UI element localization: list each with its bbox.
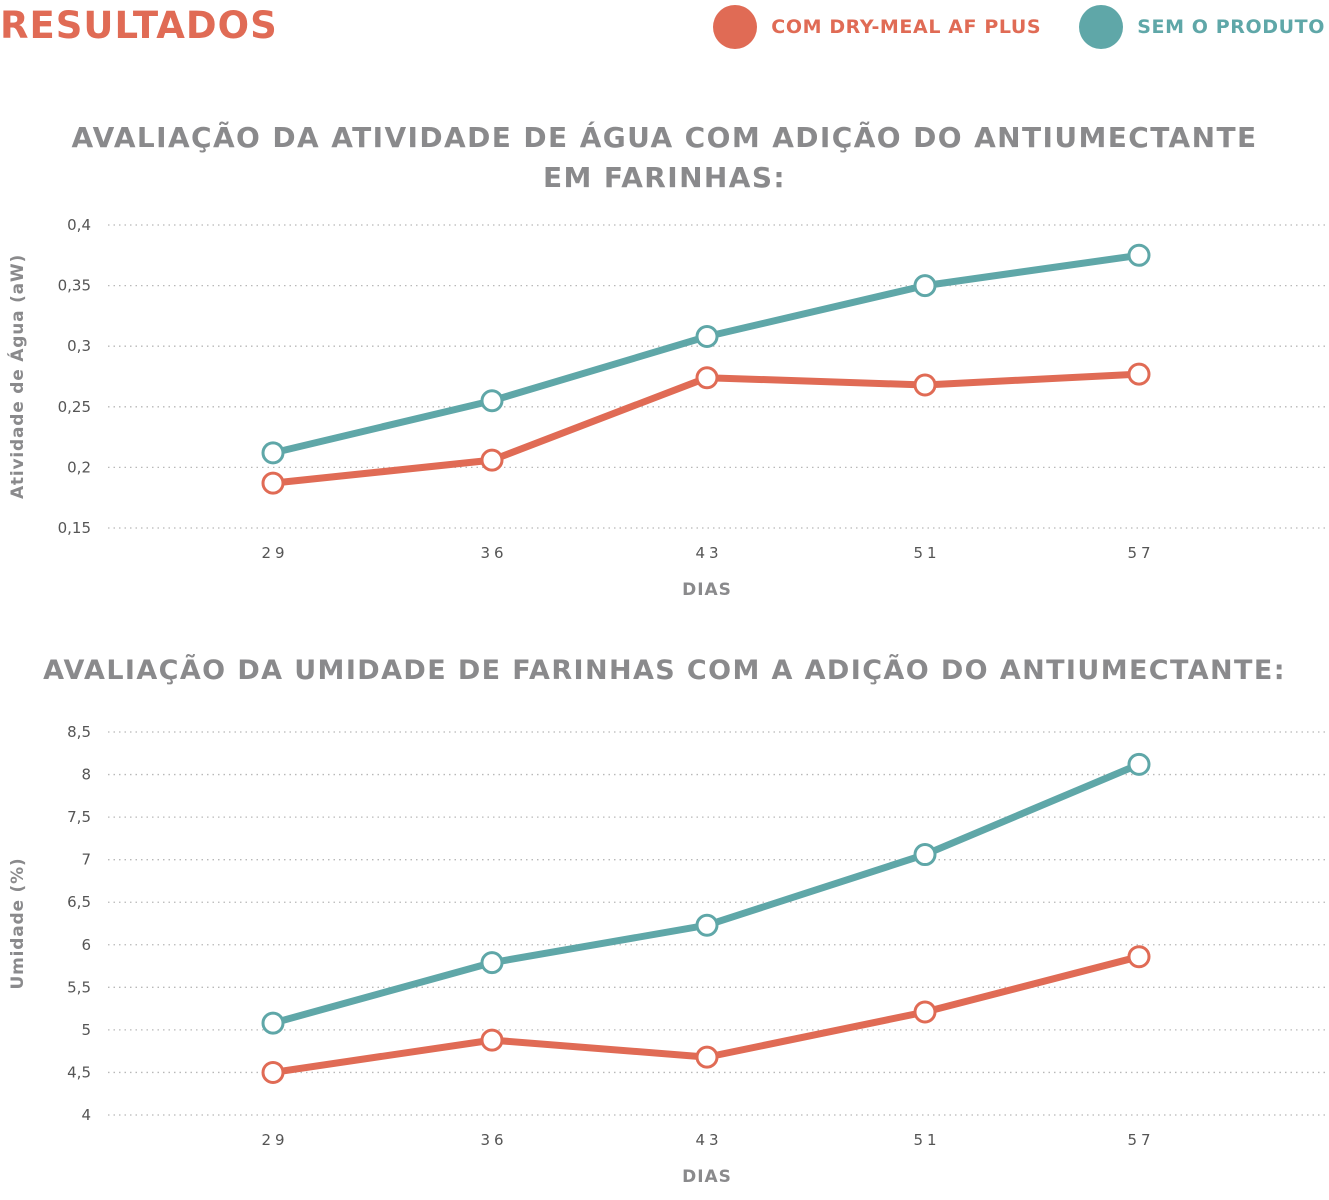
data-point-sem bbox=[1127, 243, 1151, 267]
chart-2-moisture: 4 4,5 5 5,5 6 6,5 7 7,5 8 8,5 29 36 43 51 57 DIAS Umidad… bbox=[8, 723, 1326, 1187]
data-point-com bbox=[913, 1000, 937, 1024]
data-point-sem bbox=[913, 274, 937, 298]
y-tick-label: 8 bbox=[81, 766, 91, 784]
y-tick-label: 0,3 bbox=[67, 337, 91, 355]
data-point-sem bbox=[480, 389, 504, 413]
y-tick-label: 0,25 bbox=[58, 398, 91, 416]
y-axis-title: Atividade de Água (aW) bbox=[6, 254, 28, 499]
data-point-sem bbox=[695, 913, 719, 937]
data-point-sem bbox=[695, 325, 719, 349]
x-axis-title: DIAS bbox=[682, 580, 732, 600]
data-point-com bbox=[1127, 945, 1151, 969]
legend: COM DRY-MEAL AF PLUS SEM O PRODUTO bbox=[675, 5, 1325, 49]
legend-swatch-com bbox=[713, 5, 758, 49]
y-tick-label: 0,15 bbox=[58, 519, 91, 537]
data-point-com bbox=[261, 471, 285, 495]
chart-2-title: AVALIAÇÃO DA UMIDADE DE FARINHAS COM A A… bbox=[0, 651, 1329, 691]
y-tick-label: 7,5 bbox=[67, 808, 91, 826]
series-line-sem bbox=[269, 251, 1143, 457]
x-tick-label: 57 bbox=[1127, 544, 1154, 562]
data-point-sem bbox=[913, 843, 937, 867]
legend-item-com: COM DRY-MEAL AF PLUS bbox=[713, 5, 1041, 49]
data-point-com bbox=[695, 1045, 719, 1069]
x-tick-label: 36 bbox=[480, 544, 507, 562]
legend-item-sem: SEM O PRODUTO bbox=[1079, 5, 1325, 49]
y-tick-label: 8,5 bbox=[67, 723, 91, 741]
data-point-sem bbox=[480, 951, 504, 975]
x-tick-label: 29 bbox=[261, 1131, 288, 1149]
y-tick-label: 6 bbox=[81, 936, 91, 954]
y-tick-label: 4,5 bbox=[67, 1063, 91, 1081]
chart-1-title-line-1: AVALIAÇÃO DA ATIVIDADE DE ÁGUA COM ADIÇÃ… bbox=[71, 121, 1258, 154]
data-point-com bbox=[261, 1060, 285, 1084]
chart-1-title-line-2: EM FARINHAS: bbox=[542, 161, 786, 194]
data-point-com bbox=[695, 366, 719, 390]
legend-label-sem: SEM O PRODUTO bbox=[1137, 16, 1325, 38]
y-tick-label: 6,5 bbox=[67, 893, 91, 911]
x-tick-label: 29 bbox=[261, 544, 288, 562]
y-tick-label: 0,4 bbox=[67, 216, 91, 234]
series-line-com bbox=[269, 370, 1143, 487]
x-tick-label: 51 bbox=[913, 544, 940, 562]
chart-1-title: AVALIAÇÃO DA ATIVIDADE DE ÁGUA COM ADIÇÃ… bbox=[0, 118, 1329, 198]
y-axis-title: Umidade (%) bbox=[8, 858, 28, 990]
data-point-sem bbox=[1127, 752, 1151, 776]
x-tick-label: 57 bbox=[1127, 1131, 1154, 1149]
series-line-sem bbox=[269, 760, 1143, 1027]
x-tick-label: 51 bbox=[913, 1131, 940, 1149]
data-point-com bbox=[480, 1028, 504, 1052]
data-point-sem bbox=[261, 1011, 285, 1035]
chart-1-water-activity: 0,15 0,2 0,25 0,3 0,35 0,4 29 36 43 51 57 DIAS Ativi… bbox=[6, 216, 1326, 600]
y-tick-label: 7 bbox=[81, 851, 91, 869]
y-tick-label: 0,35 bbox=[58, 277, 91, 295]
legend-label-com: COM DRY-MEAL AF PLUS bbox=[771, 16, 1042, 38]
x-tick-label: 43 bbox=[695, 1131, 722, 1149]
page-title: RESULTADOS bbox=[0, 4, 278, 47]
data-point-com bbox=[480, 448, 504, 472]
x-tick-label: 36 bbox=[480, 1131, 507, 1149]
legend-swatch-sem bbox=[1079, 5, 1124, 49]
data-point-sem bbox=[261, 441, 285, 465]
data-point-com bbox=[1127, 362, 1151, 386]
y-tick-label: 4 bbox=[81, 1106, 91, 1124]
data-point-com bbox=[913, 373, 937, 397]
x-tick-label: 43 bbox=[695, 544, 722, 562]
x-axis-title: DIAS bbox=[682, 1167, 732, 1187]
y-tick-label: 5 bbox=[81, 1021, 91, 1039]
y-tick-label: 0,2 bbox=[67, 458, 91, 476]
chart-2-title-line-1: AVALIAÇÃO DA UMIDADE DE FARINHAS COM A A… bbox=[43, 655, 1286, 686]
y-tick-label: 5,5 bbox=[67, 978, 91, 996]
